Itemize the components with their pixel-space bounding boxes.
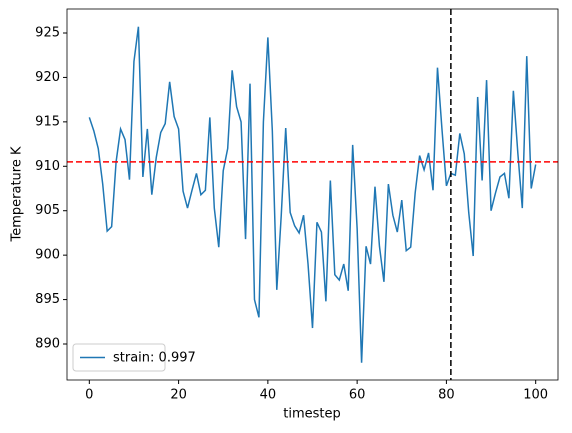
legend-label: strain: 0.997 [113, 351, 196, 366]
y-tick-label: 890 [35, 337, 60, 352]
x-axis-label: timestep [283, 407, 341, 422]
x-tick-label: 60 [349, 388, 366, 403]
y-tick-label: 915 [35, 114, 60, 129]
y-tick-label: 900 [35, 248, 60, 263]
x-tick-label: 0 [85, 388, 93, 403]
y-tick-label: 925 [35, 25, 60, 40]
line [88, 26, 537, 363]
x-tick-label: 40 [260, 388, 277, 403]
legend-box [72, 343, 166, 372]
x-tick-label: 20 [170, 388, 187, 403]
y-tick-label: 905 [35, 203, 60, 218]
x-tick-label: 100 [523, 388, 548, 403]
plot-frame [66, 8, 559, 381]
y-tick-label: 895 [35, 292, 60, 307]
x-tick-label: 80 [438, 388, 455, 403]
y-tick-label: 920 [35, 70, 60, 85]
y-tick-label: 910 [35, 159, 60, 174]
y-axis-label: Temperature K [10, 146, 25, 242]
